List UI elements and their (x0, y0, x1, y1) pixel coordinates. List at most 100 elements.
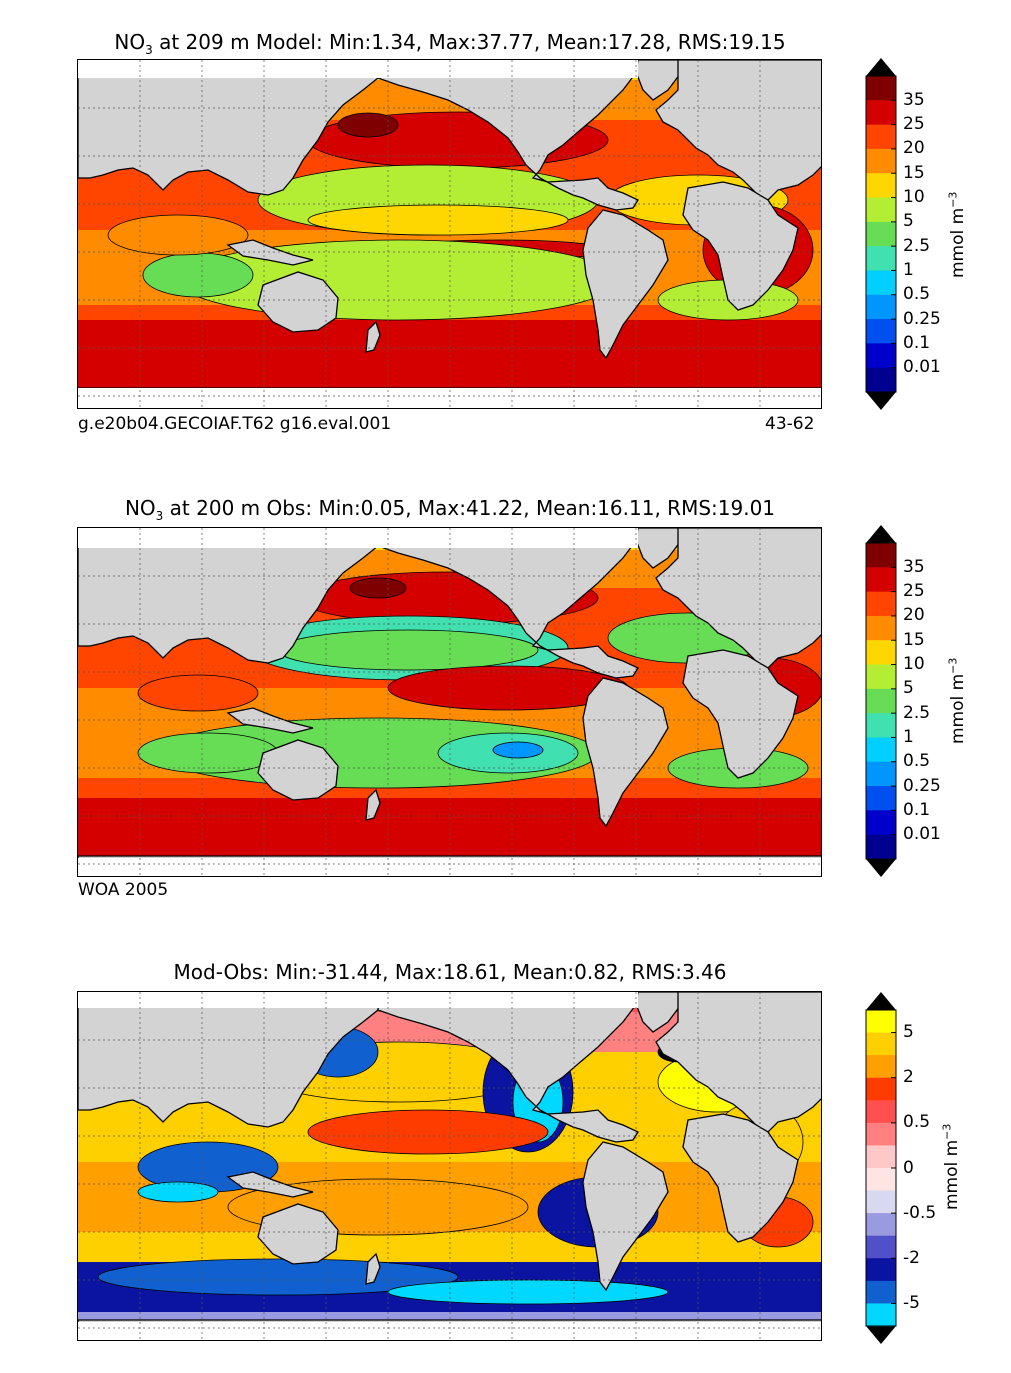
colorbar-tick-label: 0.25 (903, 308, 941, 329)
colorbar-segment (866, 615, 896, 641)
colorbar-segment (866, 713, 896, 739)
colorbar-tick-label: 2.5 (903, 702, 931, 723)
colorbar-tick-label: 0.25 (903, 775, 941, 796)
colorbar-tick-label: -5 (903, 1292, 920, 1313)
obs-left-caption: WOA 2005 (78, 880, 169, 900)
colorbar-tick-label: 15 (903, 162, 925, 183)
colorbar-tick-label: 0.01 (903, 824, 941, 845)
colorbar-tick-label: 35 (903, 89, 925, 110)
landmass (655, 60, 821, 201)
diff-colorbar (865, 992, 897, 1344)
colorbar-segment (866, 1122, 896, 1147)
landmass (377, 60, 639, 211)
ocean-contour (387, 1279, 669, 1305)
colorbar-segment (866, 786, 896, 811)
obs-title-species: NO (124, 496, 156, 520)
colorbar-extend-min (866, 1326, 896, 1344)
colorbar-tick-label: 25 (903, 114, 925, 135)
colorbar-tick-label: 0.01 (903, 357, 941, 378)
colorbar-segment (866, 197, 896, 223)
colorbar-extend-max (866, 525, 896, 543)
ocean-contour (137, 674, 259, 712)
landmass (365, 1252, 381, 1285)
arctic-white (78, 60, 638, 78)
colorbar-segment (866, 246, 896, 272)
colorbar-tick-label: 0.5 (903, 284, 931, 305)
colorbar-segment (866, 367, 896, 393)
colorbar-segment (866, 1100, 896, 1124)
colorbar-frame (865, 542, 897, 860)
colorbar-segment (866, 810, 896, 836)
colorbar-segment (866, 343, 896, 369)
colorbar-segment (866, 1303, 896, 1327)
antarctica-white (78, 388, 821, 408)
ocean-contour (107, 214, 249, 256)
landmass (365, 788, 381, 821)
landmass (78, 528, 379, 664)
ocean-contour (307, 1109, 549, 1155)
colorbar-segment (866, 567, 896, 593)
colorbar-segment (866, 294, 896, 320)
model-title-subscript: 3 (145, 43, 153, 57)
colorbar-tick-label: 35 (903, 556, 925, 577)
colorbar-tick-label: 0.1 (903, 799, 931, 820)
model-left-caption: g.e20b04.GECOIAF.T62 g16.eval.001 (78, 414, 392, 434)
model-colorbar (865, 58, 897, 410)
colorbar-extend-min (866, 859, 896, 877)
landmass (377, 528, 639, 679)
colorbar-segment (866, 1258, 896, 1282)
colorbar-segment (866, 100, 896, 126)
diff-map (77, 991, 822, 1341)
colorbar-tick-label: 2 (903, 1067, 914, 1088)
landmass (682, 181, 799, 311)
arctic-white (78, 528, 638, 548)
model-panel: NO3 at 209 m Model: Min:1.34, Max:37.77,… (0, 0, 1011, 450)
colorbar-tick-label: 0 (903, 1157, 914, 1178)
landmass (682, 1113, 799, 1243)
model-map (77, 59, 822, 409)
colorbar-tick-label: 15 (903, 629, 925, 650)
colorbar-segment (866, 664, 896, 690)
colorbar-tick-label: 1 (903, 726, 914, 747)
colorbar-segment (866, 221, 896, 247)
landmass (257, 739, 339, 801)
colorbar-segment (866, 1055, 896, 1079)
colorbar-segment (866, 173, 896, 199)
colorbar-segment (866, 543, 896, 568)
antarctica-white (78, 1322, 821, 1340)
colorbar-segment (866, 640, 896, 666)
colorbar-tick-label: 0.1 (903, 332, 931, 353)
diff-title: Mod-Obs: Min:-31.44, Max:18.61, Mean:0.8… (173, 960, 727, 984)
colorbar-segment (866, 1168, 896, 1192)
obs-title-subscript: 3 (155, 509, 164, 523)
ocean-contour (307, 204, 569, 236)
colorbar-tick-label: -2 (903, 1247, 920, 1268)
colorbar-tick-label: 10 (903, 187, 925, 208)
obs-colorbar (865, 525, 897, 877)
colorbar-segment (866, 1077, 896, 1101)
colorbar-extend-max (866, 58, 896, 76)
colorbar-tick-label: -0.5 (903, 1202, 937, 1223)
diff-colorbar-label: mmol m−3 (940, 1124, 962, 1210)
colorbar-segment (866, 1190, 896, 1214)
colorbar-segment (866, 76, 896, 101)
obs-title: NO3 at 200 m Obs: Min:0.05, Max:41.22, M… (0, 496, 900, 523)
colorbar-extend-max (866, 992, 896, 1010)
colorbar-frame (865, 75, 897, 393)
colorbar-tick-label: 5 (903, 678, 914, 699)
colorbar-tick-label: 5 (903, 1022, 914, 1043)
colorbar-extend-min (866, 392, 896, 410)
obs-panel: NO3 at 200 m Obs: Min:0.05, Max:41.22, M… (0, 496, 968, 900)
colorbar-tick-label: 10 (903, 654, 925, 675)
colorbar-segment (866, 319, 896, 344)
landmass (226, 707, 314, 734)
ocean-contour (337, 112, 399, 138)
landmass (78, 992, 379, 1128)
diff-unit-base: mmol m (942, 1139, 963, 1211)
colorbar-segment (866, 737, 896, 763)
landmass (257, 1203, 339, 1265)
colorbar-segment (866, 1213, 896, 1237)
landmass (582, 677, 669, 828)
colorbar-segment (866, 270, 896, 296)
